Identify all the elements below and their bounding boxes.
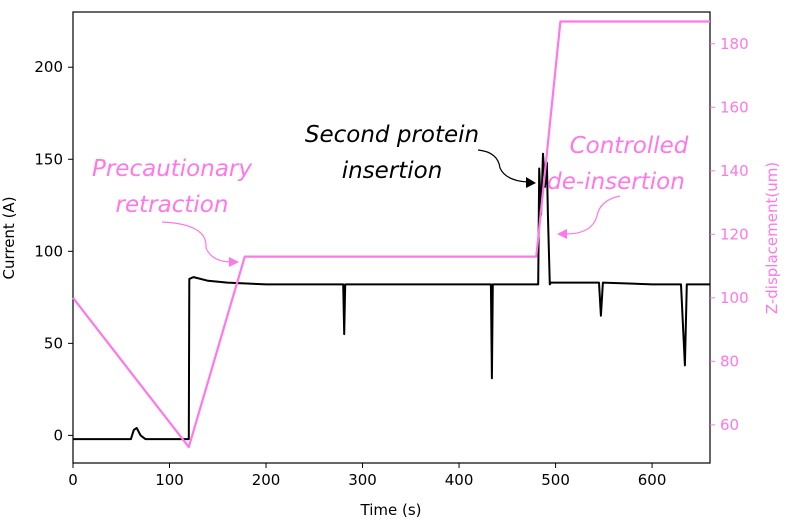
annotation-arrow [477,149,529,183]
annotation-arrow [161,221,233,263]
right-tick-label: 160 [720,98,749,116]
annotation-text: de-insertion [547,169,685,195]
annotation-arrow [565,195,621,235]
x-tick-label: 100 [155,471,184,489]
right-tick-label: 180 [720,35,749,53]
series-line-z-displacement [72,20,710,449]
x-axis-ticks: 0 100 200 300 400 500 600 [68,463,666,489]
left-tick-label: 0 [53,426,63,444]
annotation-text: Second protein [305,122,479,148]
left-axis-label: Current (A) [0,196,18,279]
x-tick-label: 500 [541,471,570,489]
series-line-current [73,152,710,441]
plot-frame [72,11,711,464]
left-tick-label: 150 [34,150,63,168]
right-tick-label: 140 [720,162,749,180]
annotation-text: insertion [342,158,443,184]
annotation-text: Controlled [570,133,689,159]
right-tick-label: 120 [720,225,749,243]
series-layer [72,20,710,449]
x-axis-label: Time (s) [360,501,422,519]
x-tick-label: 0 [68,471,78,489]
annotation-arrowhead [557,229,567,239]
x-tick-label: 400 [445,471,474,489]
right-axis-label: Z-displacement(um) [763,162,781,314]
annotation-text: retraction [116,192,229,218]
right-tick-label: 60 [720,416,739,434]
annotation-controlled-de-insertion: Controlled de-insertion [547,133,689,239]
annotation-arrowhead [229,257,239,267]
left-tick-label: 200 [34,58,63,76]
x-tick-label: 600 [638,471,667,489]
annotation-text: Precautionary [92,156,252,182]
left-tick-label: 50 [44,334,63,352]
annotation-arrowhead [526,177,536,188]
x-tick-label: 200 [252,471,281,489]
annotation-precautionary-retraction: Precautionary retraction [92,156,252,267]
annotation-second-protein-insertion: Second protein insertion [305,122,536,188]
right-tick-label: 100 [720,289,749,307]
left-axis-ticks: 0 50 100 150 200 [34,58,73,444]
right-axis-ticks: 60 80 100 120 140 160 180 [710,35,749,434]
x-tick-label: 300 [348,471,377,489]
right-tick-label: 80 [720,352,739,370]
left-tick-label: 100 [34,242,63,260]
